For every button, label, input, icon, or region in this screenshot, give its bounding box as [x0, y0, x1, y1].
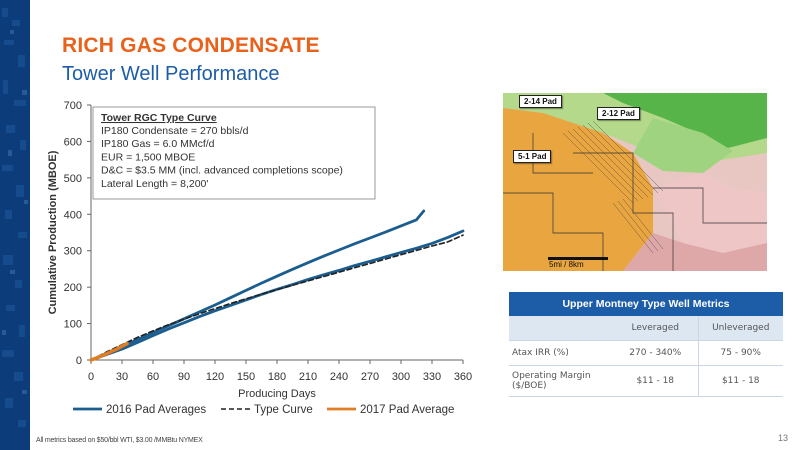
metrics-header-unleveraged: Unleveraged [697, 316, 783, 341]
x-tick-label: 30 [116, 371, 128, 383]
metrics-row-label: Operating Margin ($/BOE) [509, 365, 613, 397]
callout-2-14-pad: 2-14 Pad [519, 95, 562, 108]
series-line-2 [90, 234, 464, 361]
metrics-cell-unleveraged: 75 - 90% [697, 340, 783, 366]
series-line-1 [89, 229, 465, 362]
type-well-metrics-table: Upper Montney Type Well Metrics Leverage… [509, 292, 783, 397]
metrics-header-blank [509, 316, 613, 341]
legend-label-0: 2016 Pad Averages [106, 404, 206, 416]
metrics-cell-leveraged: 270 - 340% [613, 340, 698, 366]
page-number: 13 [778, 433, 789, 443]
y-tick-label: 700 [64, 100, 82, 112]
y-tick-label: 400 [64, 209, 82, 221]
legend-label-2: 2017 Pad Average [360, 404, 454, 416]
x-tick-label: 120 [206, 371, 224, 383]
x-tick-label: 0 [88, 371, 94, 383]
series-line-0 [89, 209, 426, 362]
callout-2-12-pad: 2-12 Pad [597, 107, 640, 120]
table-row: Operating Margin ($/BOE) $11 - 18 $11 - … [509, 365, 783, 397]
annotation-line: D&C = $3.5 MM (incl. advanced completion… [101, 165, 343, 177]
slide-subtitle: Tower Well Performance [62, 63, 280, 85]
y-tick-label: 0 [76, 355, 82, 367]
y-tick-label: 100 [64, 319, 82, 331]
y-axis-title: Cumulative Production (MBOE) [47, 150, 59, 314]
x-tick-label: 180 [268, 371, 286, 383]
annotation-line: Lateral Length = 8,200' [101, 178, 208, 190]
series-line-3 [89, 341, 129, 362]
metrics-cell-unleveraged: $11 - 18 [697, 365, 783, 397]
metrics-table-title: Upper Montney Type Well Metrics [509, 292, 783, 316]
annotation-line: EUR = 1,500 MBOE [101, 151, 195, 163]
pad-location-map: 5mi / 8km [503, 93, 767, 271]
map-graphic: 5mi / 8km [503, 93, 767, 271]
map-scale-label: 5mi / 8km [549, 260, 584, 269]
annotation-line: IP180 Condensate = 270 bbls/d [101, 125, 249, 137]
x-tick-label: 150 [237, 371, 255, 383]
footnote: All metrics based on $50/bbl WTI, $3.00 … [36, 437, 203, 444]
y-tick-label: 500 [64, 173, 82, 185]
type-curve-annotation-box [92, 106, 376, 200]
sidebar-pattern [0, 0, 30, 450]
annotation-title: Tower RGC Type Curve [101, 112, 217, 124]
y-tick-label: 300 [64, 246, 82, 258]
x-tick-label: 270 [361, 371, 379, 383]
annotation-line: IP180 Gas = 6.0 MMcf/d [101, 138, 215, 150]
table-row: Atax IRR (%) 270 - 340% 75 - 90% [509, 340, 783, 366]
callout-5-1-pad: 5-1 Pad [513, 150, 552, 163]
y-tick-label: 600 [64, 136, 82, 148]
metrics-row-label: Atax IRR (%) [509, 340, 613, 366]
x-tick-label: 360 [454, 371, 472, 383]
y-tick-label: 200 [64, 282, 82, 294]
x-axis-title: Producing Days [238, 388, 316, 400]
metrics-header-leveraged: Leveraged [613, 316, 698, 341]
metrics-header-row: Leveraged Unleveraged [509, 316, 783, 341]
x-tick-label: 90 [178, 371, 190, 383]
x-tick-label: 210 [299, 371, 317, 383]
metrics-table-grid: Leveraged Unleveraged Atax IRR (%) 270 -… [509, 316, 783, 397]
sidebar-decoration [0, 0, 30, 450]
metrics-cell-leveraged: $11 - 18 [613, 365, 698, 397]
x-tick-label: 240 [330, 371, 348, 383]
legend-label-1: Type Curve [254, 404, 313, 416]
x-tick-label: 60 [147, 371, 159, 383]
x-tick-label: 300 [392, 371, 410, 383]
slide-title: RICH GAS CONDENSATE [62, 34, 320, 57]
x-tick-label: 330 [423, 371, 441, 383]
